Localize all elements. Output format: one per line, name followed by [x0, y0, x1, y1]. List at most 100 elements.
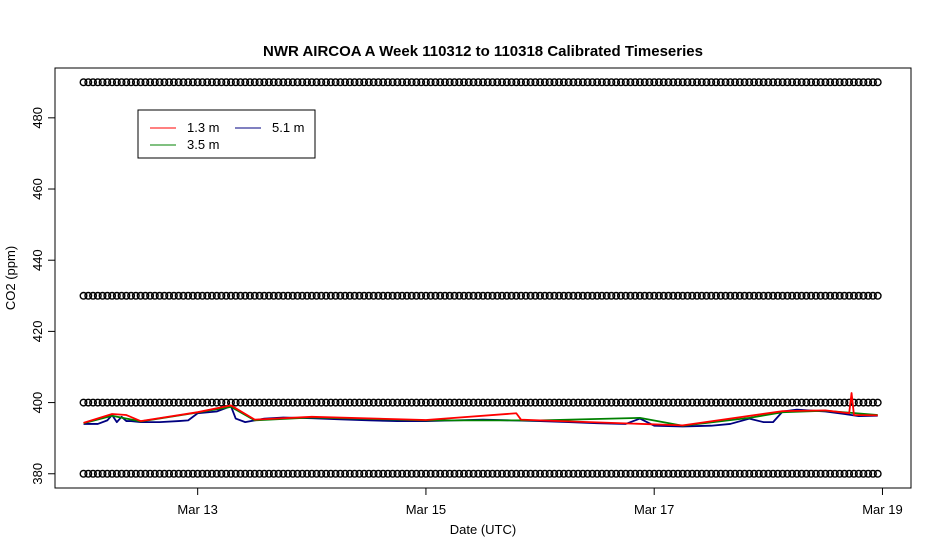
calibration-point	[393, 398, 402, 407]
calibration-point	[303, 469, 312, 478]
calibration-point	[645, 78, 654, 87]
calibration-point	[536, 398, 545, 407]
calibration-point	[331, 398, 340, 407]
calibration-point	[574, 291, 583, 300]
calibration-point	[364, 398, 373, 407]
calibration-point	[412, 78, 421, 87]
calibration-point	[284, 398, 293, 407]
calibration-point	[479, 469, 488, 478]
calibration-point	[131, 469, 140, 478]
calibration-point	[393, 469, 402, 478]
calibration-point	[255, 291, 264, 300]
calibration-point	[388, 398, 397, 407]
y-tick-label: 460	[30, 178, 45, 200]
calibration-point	[754, 78, 763, 87]
calibration-point	[117, 469, 126, 478]
calibration-point	[498, 78, 507, 87]
calibration-point	[398, 291, 407, 300]
calibration-point	[450, 78, 459, 87]
calibration-point	[816, 469, 825, 478]
calibration-point	[236, 398, 245, 407]
calibration-point	[274, 469, 283, 478]
calibration-point	[868, 291, 877, 300]
calibration-point	[840, 78, 849, 87]
calibration-point	[726, 469, 735, 478]
calibration-point	[479, 291, 488, 300]
calibration-point	[212, 78, 221, 87]
calibration-point	[826, 398, 835, 407]
calibration-point	[712, 398, 721, 407]
calibration-point	[697, 78, 706, 87]
calibration-point	[488, 78, 497, 87]
calibration-point	[402, 398, 411, 407]
calibration-point	[688, 291, 697, 300]
calibration-point	[136, 78, 145, 87]
calibration-point	[635, 78, 644, 87]
calibration-point	[759, 291, 768, 300]
calibration-point	[103, 469, 112, 478]
calibration-point	[222, 291, 231, 300]
calibration-point	[84, 78, 93, 87]
calibration-point	[274, 78, 283, 87]
calibration-point	[298, 398, 307, 407]
calibration-point	[612, 398, 621, 407]
calibration-point	[393, 291, 402, 300]
calibration-point	[597, 78, 606, 87]
calibration-point	[721, 78, 730, 87]
calibration-point	[407, 291, 416, 300]
calibration-point	[379, 78, 388, 87]
calibration-point	[821, 78, 830, 87]
calibration-point	[664, 78, 673, 87]
calibration-point	[212, 398, 221, 407]
calibration-point	[683, 78, 692, 87]
y-axis-label: CO2 (ppm)	[3, 246, 18, 310]
calibration-point	[165, 78, 174, 87]
calibration-point	[493, 291, 502, 300]
calibration-point	[792, 469, 801, 478]
calibration-point	[526, 291, 535, 300]
calibration-point	[84, 469, 93, 478]
calibration-point	[150, 469, 159, 478]
calibration-point	[526, 78, 535, 87]
calibration-point	[226, 78, 235, 87]
calibration-point	[807, 398, 816, 407]
calibration-point	[193, 398, 202, 407]
calibration-point	[707, 398, 716, 407]
calibration-point	[198, 291, 207, 300]
calibration-point	[764, 469, 773, 478]
calibration-point	[169, 291, 178, 300]
calibration-point	[583, 78, 592, 87]
calibration-point	[426, 78, 435, 87]
calibration-point	[526, 398, 535, 407]
calibration-point	[854, 78, 863, 87]
series-lines	[83, 392, 878, 428]
calibration-point	[555, 291, 564, 300]
calibration-point	[207, 78, 216, 87]
calibration-point	[369, 291, 378, 300]
calibration-point	[450, 291, 459, 300]
calibration-point	[645, 469, 654, 478]
calibration-point	[322, 291, 331, 300]
calibration-point	[612, 469, 621, 478]
calibration-point	[303, 398, 312, 407]
calibration-point	[540, 398, 549, 407]
calibration-point	[184, 291, 193, 300]
calibration-point	[759, 469, 768, 478]
calibration-point	[802, 78, 811, 87]
calibration-point	[678, 469, 687, 478]
calibration-point	[745, 398, 754, 407]
calibration-point	[212, 291, 221, 300]
calibration-point	[103, 291, 112, 300]
calibration-point	[597, 469, 606, 478]
y-tick-label: 480	[30, 107, 45, 129]
calibration-point	[250, 78, 259, 87]
calibration-point	[502, 291, 511, 300]
x-tick-label: Mar 17	[634, 502, 674, 517]
calibration-point	[317, 78, 326, 87]
calibration-point	[207, 291, 216, 300]
calibration-point	[379, 469, 388, 478]
calibration-point	[298, 291, 307, 300]
calibration-point	[269, 291, 278, 300]
calibration-point	[136, 398, 145, 407]
